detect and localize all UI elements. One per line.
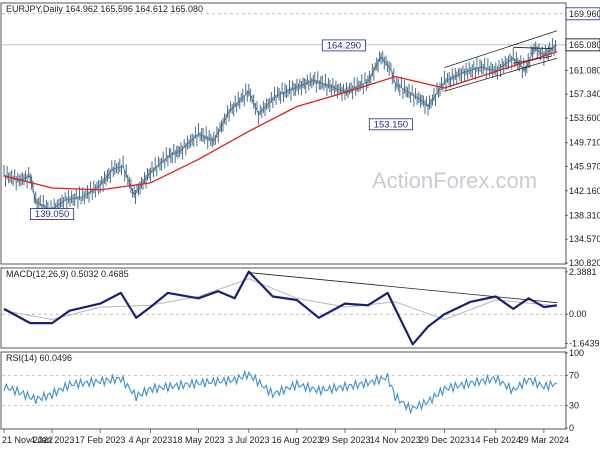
channel-lower-line	[444, 57, 558, 92]
x-tick-label: 29 Dec 2023	[419, 435, 470, 445]
annotation-box	[30, 208, 75, 221]
price-y-tick-label: 134.570	[569, 234, 600, 244]
rsi-y-tick-label: 0	[569, 423, 574, 433]
price-flag-box	[565, 38, 600, 52]
price-y-tick-label: 149.710	[569, 138, 600, 148]
x-tick-label: 4 Jan 2023	[30, 435, 75, 445]
annotation-box	[368, 118, 413, 131]
x-tick-label: 29 Mar 2024	[519, 435, 570, 445]
annotation-label: 153.150	[374, 119, 408, 130]
price-y-tick-label: 145.970	[569, 162, 600, 172]
price-flag-box	[565, 7, 600, 21]
channel-upper-line	[444, 30, 558, 69]
macd-y-tick-label: 0.00	[569, 309, 587, 319]
watermark: ActionForex.com	[372, 168, 537, 193]
triangle-top-line	[513, 46, 552, 49]
x-tick-label: 14 Feb 2024	[471, 435, 522, 445]
price-title: EURJPY,Daily 164.962 165.596 164.612 165…	[6, 4, 203, 14]
x-tick-label: 3 Jul 2023	[228, 435, 270, 445]
x-tick-label: 4 Apr 2023	[129, 435, 173, 445]
macd-trendline	[248, 272, 558, 304]
axes-group: 169.960 165.080 161.080 157.340 153.600 149.7…	[2, 7, 600, 445]
price-line	[3, 44, 558, 211]
rsi-panel	[0, 351, 567, 430]
annotation-box	[321, 39, 366, 52]
x-tick-label: 18 May 2023	[173, 435, 225, 445]
price-series-group: 164.290 153.150 139.050	[2, 13, 565, 221]
price-panel	[0, 2, 567, 265]
price-y-tick-label: 153.600	[569, 113, 600, 123]
x-tick-label: 17 Feb 2023	[75, 435, 126, 445]
annotation-label: 139.050	[35, 209, 69, 220]
macd-line	[3, 270, 558, 346]
price-y-tick-label: 130.820	[569, 258, 600, 268]
macd-series-group	[2, 270, 565, 346]
rsi-y-tick-label: 70	[569, 371, 579, 381]
price-y-tick-label: 165.080	[569, 40, 600, 50]
price-y-tick-label: 138.310	[569, 210, 600, 220]
macd-y-tick-label: 2.3881	[569, 267, 597, 277]
x-tick-label: 16 Aug 2023	[272, 435, 323, 445]
x-tick-label: 29 Sep 2023	[319, 435, 370, 445]
rsi-y-tick-label: 100	[569, 348, 584, 358]
rsi-line	[3, 369, 558, 414]
price-y-tick-label: 157.340	[569, 89, 600, 99]
triangle-bottom-line	[513, 55, 552, 64]
price-y-tick-label: 169.960	[569, 9, 600, 19]
rsi-series-group	[2, 369, 565, 414]
macd-y-tick-label: -1.6439	[569, 338, 600, 348]
price-y-tick-label: 161.080	[569, 65, 600, 75]
x-tick-label: 21 Nov 2022	[2, 435, 53, 445]
x-tick-label: 14 Nov 2023	[370, 435, 421, 445]
moving-average-line	[3, 51, 558, 191]
rsi-y-tick-label: 30	[569, 401, 579, 411]
macd-signal-line	[3, 278, 558, 320]
annotation-label: 164.290	[327, 40, 361, 51]
rsi-title: RSI(14) 60.0496	[6, 353, 72, 363]
macd-title: MACD(12,26,9) 0.5032 0.4685	[6, 269, 129, 279]
price-y-tick-label: 142.160	[569, 186, 600, 196]
